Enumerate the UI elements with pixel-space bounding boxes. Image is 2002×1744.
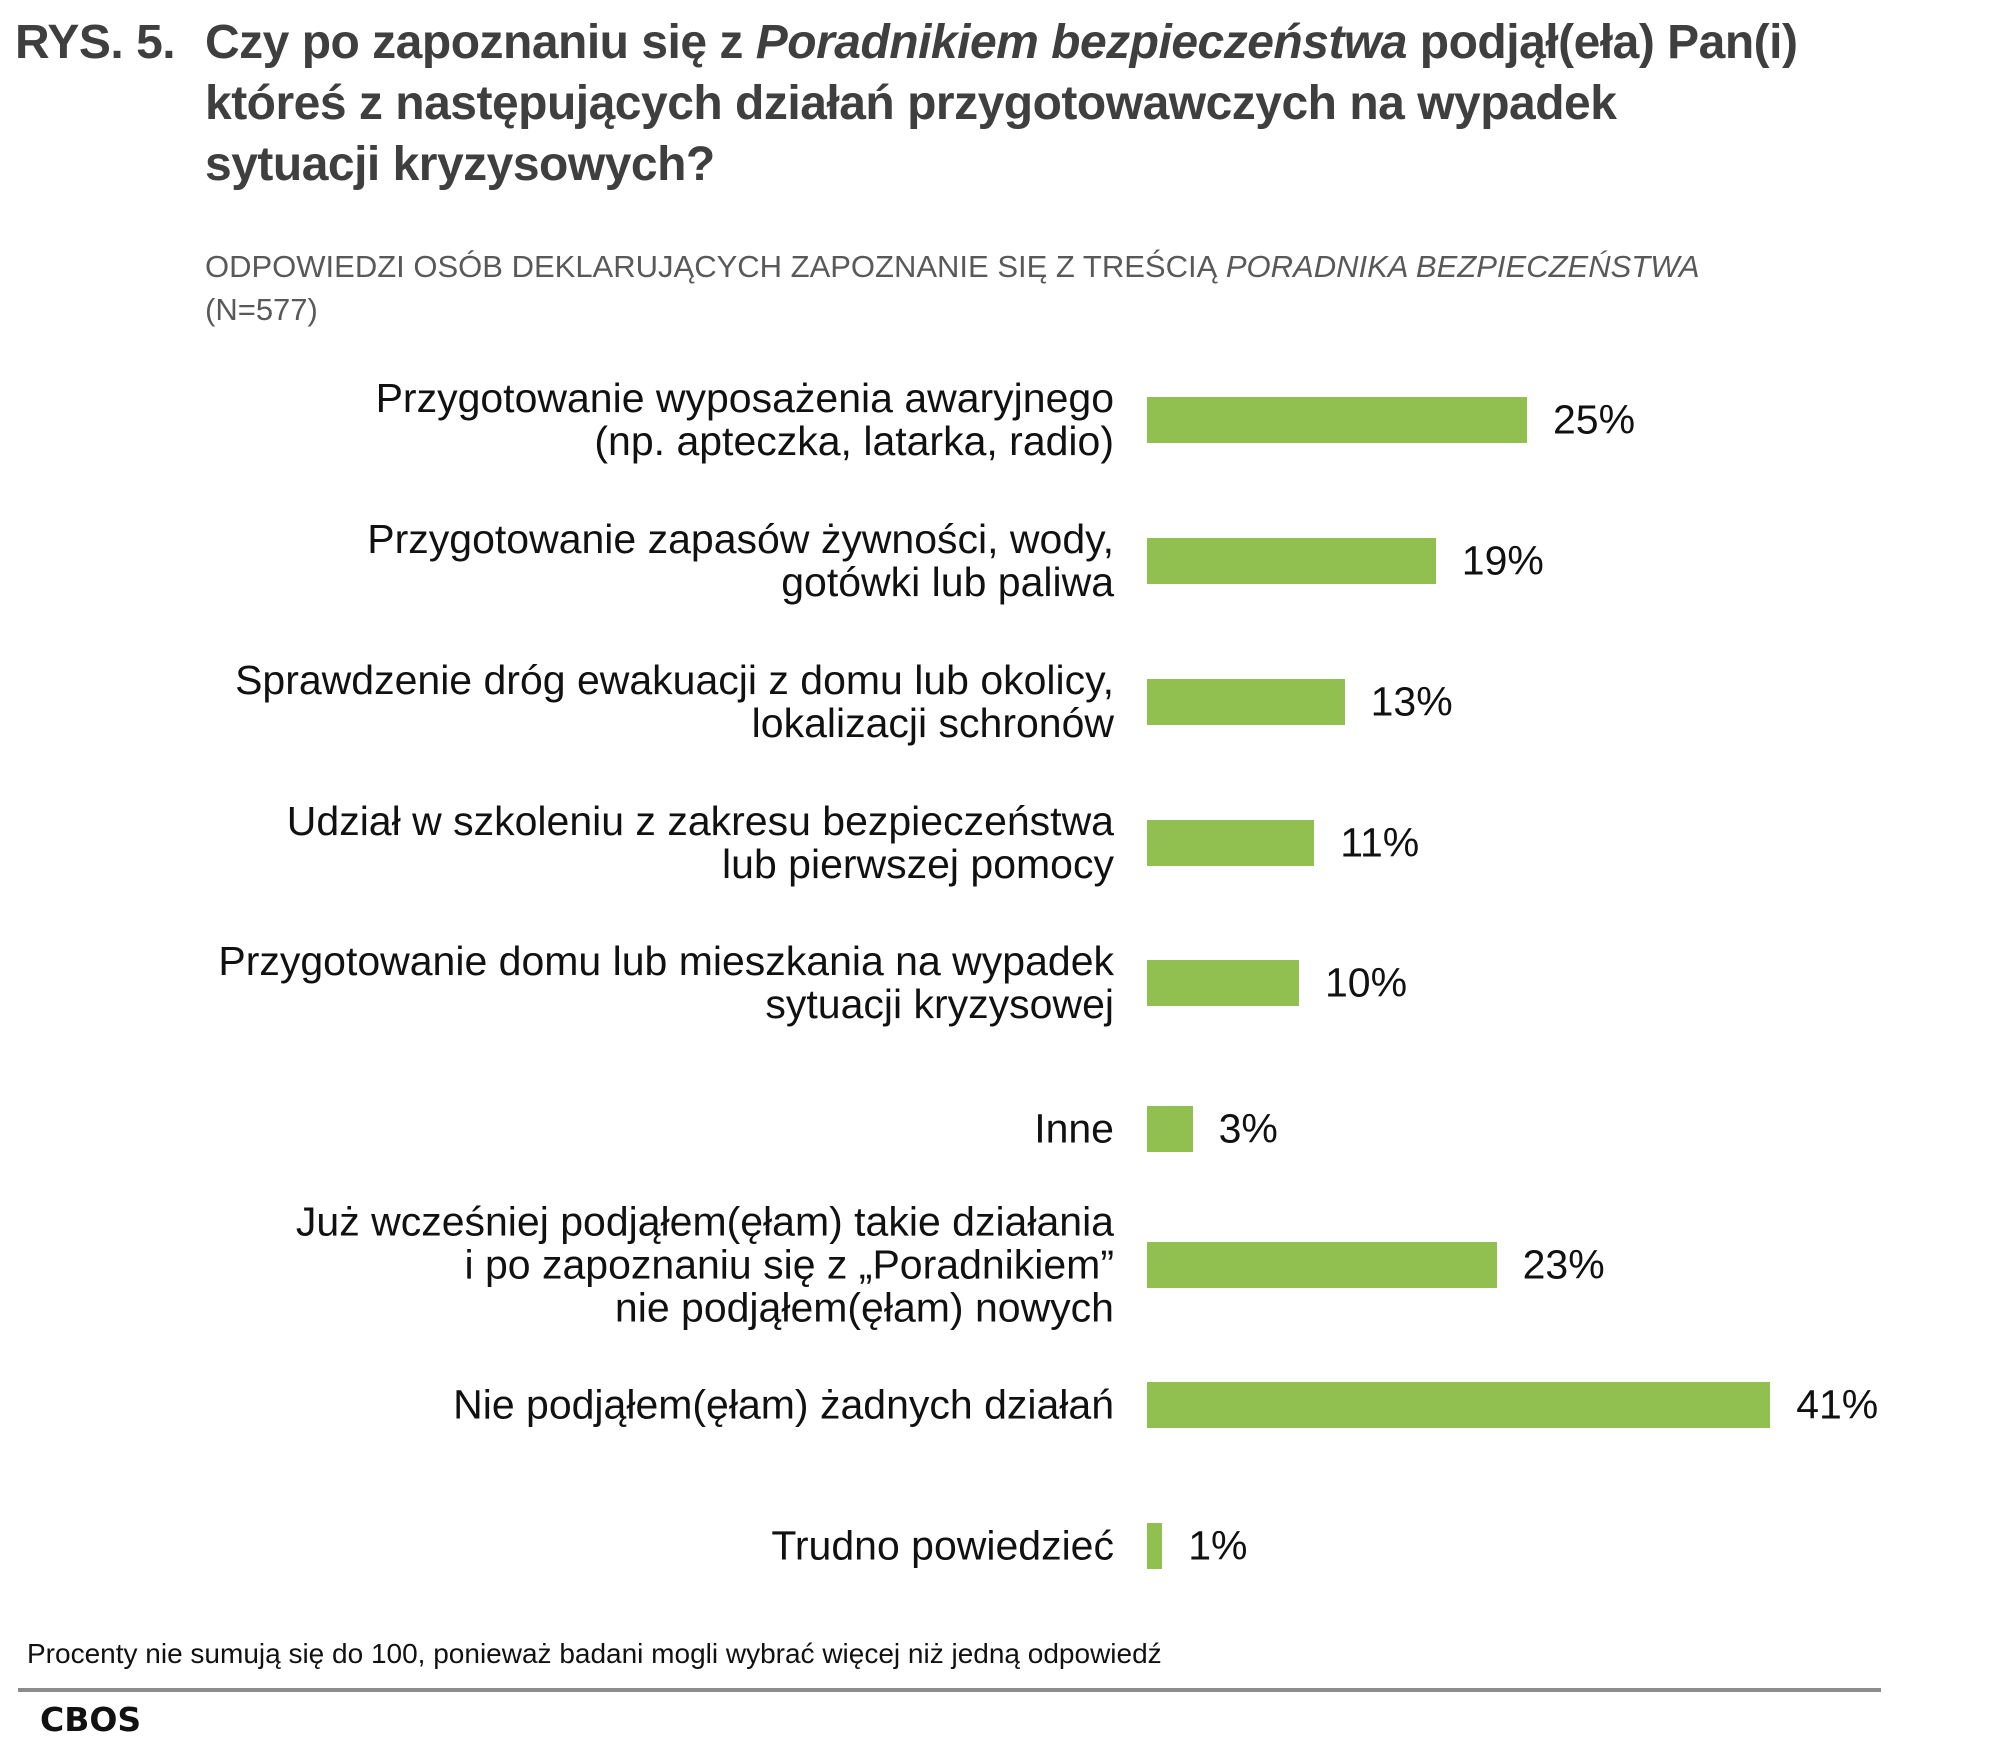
footnote: Procenty nie sumują się do 100, ponieważ… [27, 1638, 1162, 1669]
title-line: sytuacji kryzysowych? [205, 138, 715, 191]
data-label: 10% [1325, 959, 1408, 1006]
data-label: 13% [1370, 678, 1453, 725]
category-label: Już wcześniej podjąłem(ęłam) takie dział… [295, 1198, 1115, 1331]
category-label-line: i po zapoznaniu się z „Poradnikiem” [464, 1241, 1115, 1288]
category-label-line: Przygotowanie domu lub mieszkania na wyp… [218, 938, 1114, 984]
category-label: Przygotowanie domu lub mieszkania na wyp… [218, 940, 1114, 1026]
bar [1147, 820, 1315, 866]
chart-subtitle: ODPOWIEDZI OSÓB DEKLARUJĄCYCH ZAPOZNANIE… [205, 245, 1700, 331]
category-label-line: Sprawdzenie dróg ewakuacji z domu lub ok… [235, 657, 1114, 703]
category-label-line: sytuacji kryzysowej [765, 981, 1114, 1027]
subtitle-text: ODPOWIEDZI OSÓB DEKLARUJĄCYCH ZAPOZNANIE… [205, 249, 1226, 284]
category-label-line: Inne [1034, 1105, 1114, 1152]
category-label-line: gotówki lub paliwa [781, 559, 1114, 605]
title-text: Czy po zapoznaniu się z [205, 16, 756, 69]
data-label: 11% [1340, 819, 1420, 866]
bar [1147, 960, 1299, 1006]
category-label: Nie podjąłem(ęłam) żadnych działań [453, 1381, 1114, 1428]
category-label: Sprawdzenie dróg ewakuacji z domu lub ok… [235, 659, 1114, 745]
category-label-line: Nie podjąłem(ęłam) żadnych działań [453, 1381, 1114, 1428]
bar [1147, 397, 1527, 443]
data-label: 1% [1188, 1522, 1248, 1569]
category-label-line: (np. apteczka, latarka, radio) [594, 418, 1114, 464]
bar [1147, 1106, 1193, 1152]
title-line: któreś z następujących działań przygotow… [205, 77, 1617, 130]
category-label-line: Przygotowanie wyposażenia awaryjnego [375, 375, 1114, 421]
data-label: 3% [1218, 1105, 1278, 1152]
source-logo: CBOS [40, 1700, 142, 1739]
category-label: Przygotowanie zapasów żywności, wody, got… [367, 518, 1114, 604]
data-label: 41% [1796, 1381, 1879, 1428]
bar [1147, 679, 1345, 725]
data-label: 25% [1553, 396, 1636, 443]
title-text: podjął(eła) Pan(i) [1406, 16, 1798, 69]
category-label-line: Już wcześniej podjąłem(ęłam) takie dział… [295, 1198, 1114, 1245]
category-label-line: Trudno powiedzieć [771, 1522, 1114, 1569]
category-label-line: Przygotowanie zapasów żywności, wody, [367, 516, 1114, 562]
bar [1147, 1523, 1163, 1569]
sample-size: (N=577) [205, 292, 318, 327]
title-italic: Poradnikiem bezpieczeństwa [755, 16, 1408, 69]
subtitle-italic: PORADNIKA BEZPIECZEŃSTWA [1225, 249, 1700, 284]
divider [18, 1688, 1881, 1692]
data-label: 19% [1461, 537, 1544, 584]
chart-title: RYS. 5. Czy po zapoznaniu się z Poradniki… [15, 12, 1975, 195]
category-label: Udział w szkoleniu z zakresu bezpieczeńs… [287, 800, 1114, 886]
category-label: Przygotowanie wyposażenia awaryjnego (np.… [376, 377, 1114, 463]
bar [1147, 538, 1436, 584]
category-label-line: lokalizacji schronów [751, 700, 1114, 746]
bar [1147, 1242, 1497, 1288]
category-label-line: lub pierwszej pomocy [722, 841, 1114, 887]
bar [1147, 1382, 1771, 1428]
category-label: Trudno powiedzieć [771, 1522, 1114, 1569]
figure-number: RYS. 5. [15, 16, 176, 69]
category-label: Inne [1034, 1105, 1114, 1152]
category-label-line: nie podjąłem(ęłam) nowych [614, 1284, 1114, 1331]
category-label-line: Udział w szkoleniu z zakresu bezpieczeńs… [286, 798, 1114, 844]
data-label: 23% [1522, 1241, 1605, 1288]
